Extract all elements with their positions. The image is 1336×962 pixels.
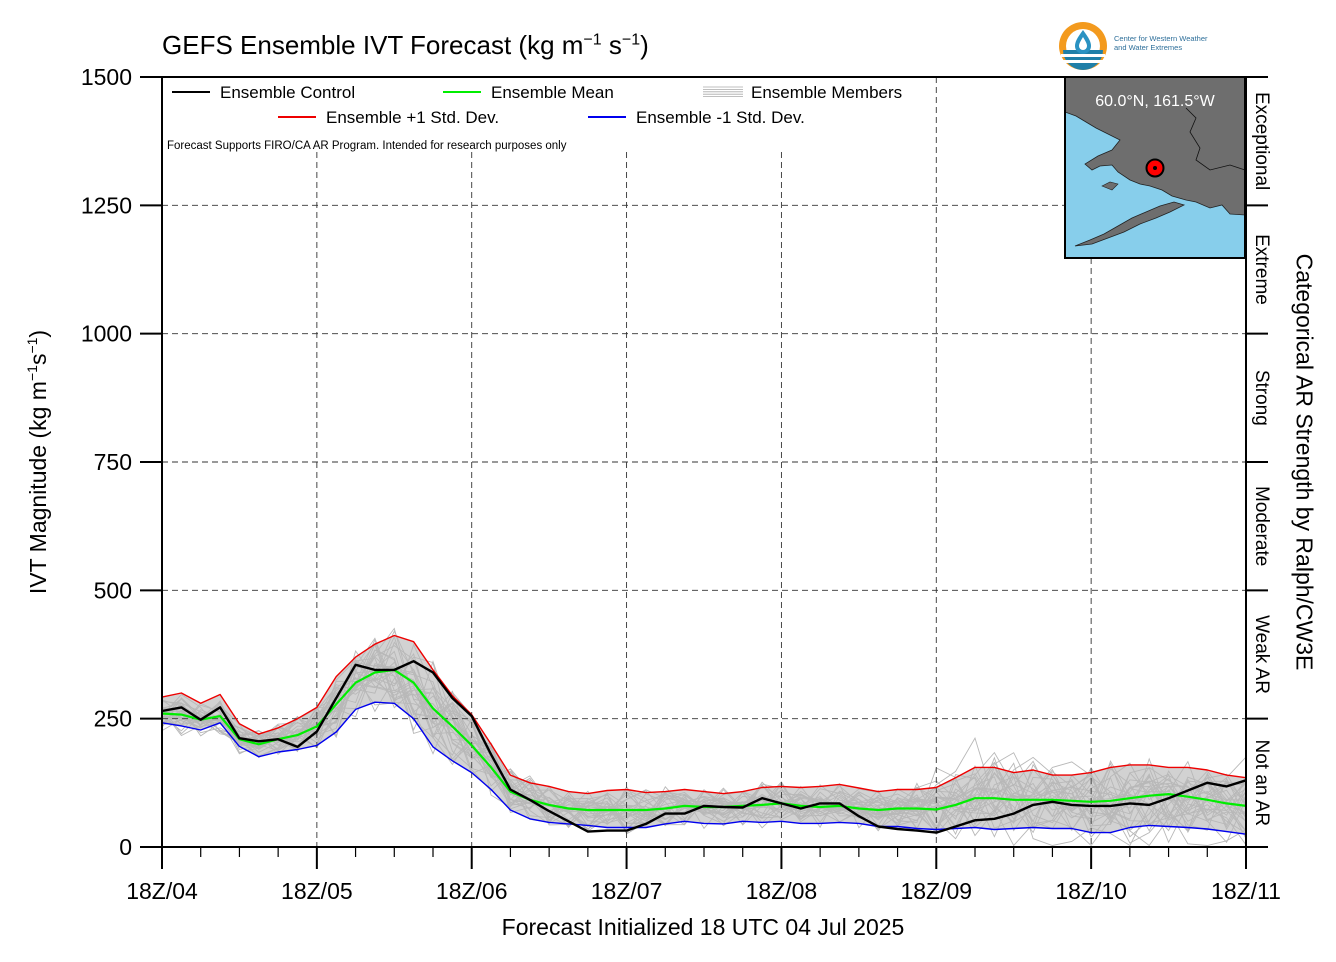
- y-tick-label: 0: [119, 834, 132, 860]
- chart-title: GEFS Ensemble IVT Forecast (kg m−1 s−1): [162, 30, 649, 60]
- location-inset-map: 60.0°N, 161.5°W: [1064, 76, 1246, 259]
- y-tick-label: 1000: [81, 321, 132, 347]
- grid-layer: [162, 77, 1246, 847]
- disclaimer-text: Forecast Supports FIRO/CA AR Program. In…: [167, 140, 567, 152]
- ensemble-member-line: [161, 669, 1247, 847]
- legend-label: Ensemble Mean: [491, 83, 614, 102]
- x-axis-label: Forecast Initialized 18 UTC 04 Jul 2025: [501, 914, 905, 940]
- category-label: Strong: [1251, 370, 1272, 426]
- legend-label: Ensemble +1 Std. Dev.: [326, 108, 499, 127]
- ensemble-member-line: [161, 630, 1247, 847]
- logo-text-line1: Center for Western Weather: [1114, 34, 1208, 43]
- x-tick-label: 18Z/05: [281, 878, 353, 904]
- category-label: Weak AR: [1251, 615, 1272, 694]
- legend-label: Ensemble Members: [751, 83, 902, 102]
- x-tick-label: 18Z/11: [1211, 878, 1281, 904]
- x-tick-label: 18Z/09: [900, 878, 972, 904]
- category-axis-label: Categorical AR Strength by Ralph/CW3E: [1291, 253, 1318, 671]
- ensemble-member-line: [161, 664, 1247, 833]
- y-tick-label: 1250: [81, 192, 132, 218]
- location-marker-center: [1153, 166, 1157, 170]
- logo-text: Center for Western Weather and Water Ext…: [1114, 34, 1208, 52]
- category-label: Not an AR: [1251, 740, 1272, 827]
- ensemble-member-line: [161, 649, 1247, 834]
- y-tick-label: 250: [94, 706, 132, 732]
- y-tick-label: 500: [94, 577, 132, 603]
- category-label: Moderate: [1251, 486, 1272, 566]
- x-tick-label: 18Z/04: [126, 878, 198, 904]
- plus-std-series-line: [161, 634, 1247, 795]
- ensemble-member-line: [161, 650, 1247, 828]
- inset-border-line: [1185, 107, 1246, 171]
- x-tick-label: 18Z/10: [1055, 878, 1127, 904]
- legend-label: Ensemble -1 Std. Dev.: [636, 108, 805, 127]
- control-series-line: [161, 660, 1247, 834]
- ensemble-member-line: [161, 663, 1247, 834]
- category-label: Exceptional: [1251, 92, 1272, 190]
- inset-peninsula: [1074, 201, 1186, 247]
- inset-location-label: 60.0°N, 161.5°W: [1095, 93, 1215, 110]
- series-layer: [161, 634, 1247, 835]
- minus-std-series-line: [161, 701, 1247, 835]
- x-tick-label: 18Z/08: [746, 878, 818, 904]
- inset-island: [1101, 181, 1119, 191]
- y-tick-label: 1500: [81, 64, 132, 90]
- category-label: Extreme: [1251, 234, 1272, 305]
- legend-label: Ensemble Control: [220, 83, 355, 102]
- inset-land: [1064, 76, 1246, 216]
- cw3e-logo-icon: [1059, 22, 1107, 70]
- legend: Ensemble Control Ensemble Mean Ensemble Me…: [167, 83, 902, 152]
- logo-text-line2: and Water Extremes: [1114, 43, 1183, 52]
- inset-frame: [1064, 76, 1246, 259]
- x-tick-label: 18Z/06: [436, 878, 508, 904]
- y-tick-label: 750: [94, 449, 132, 475]
- y-axis-label: IVT Magnitude (kg m−1s−1): [24, 329, 51, 595]
- x-tick-label: 18Z/07: [591, 878, 663, 904]
